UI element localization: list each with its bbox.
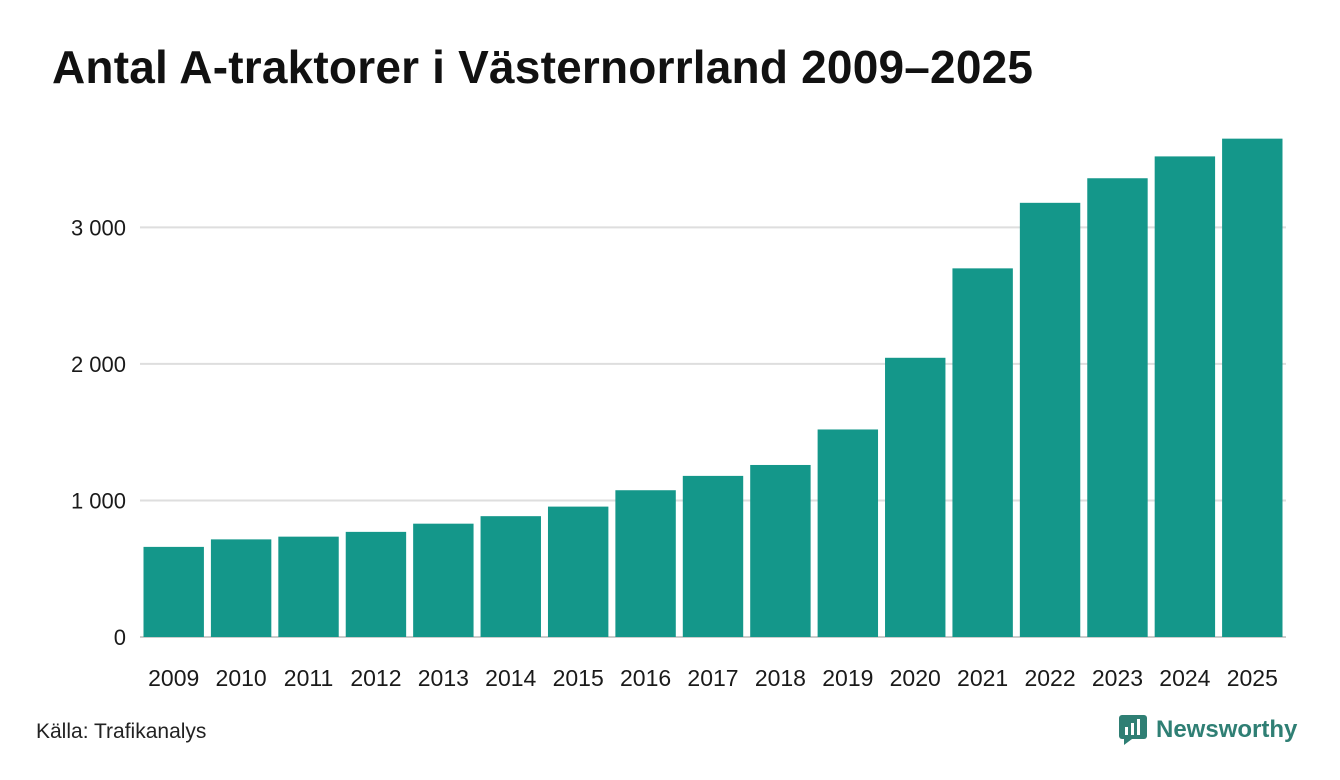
bar-2017 — [682, 475, 744, 637]
bar-2016 — [615, 490, 676, 637]
bar-2022 — [1019, 202, 1081, 637]
bar-2011 — [278, 536, 339, 637]
bar-2013 — [413, 523, 474, 637]
brand-name: Newsworthy — [1156, 716, 1298, 743]
bar-2018 — [750, 464, 811, 637]
x-tick-label: 2025 — [1227, 665, 1278, 691]
bar-2010 — [210, 539, 272, 637]
bar-2012 — [345, 531, 407, 637]
bar-2020 — [885, 357, 946, 637]
y-tick-label: 1 000 — [71, 488, 126, 513]
x-tick-label: 2014 — [485, 665, 536, 691]
source-note: Källa: Trafikanalys — [36, 720, 207, 743]
bar-2021 — [952, 268, 1013, 637]
chart-title: Antal A-traktorer i Västernorrland 2009–… — [52, 41, 1034, 93]
bar-2019 — [817, 429, 879, 637]
y-axis-ticks: 0 1 000 2 000 3 000 — [71, 215, 126, 650]
x-tick-label: 2021 — [957, 665, 1008, 691]
x-tick-label: 2020 — [890, 665, 941, 691]
bar-2015 — [547, 506, 609, 637]
x-tick-label: 2019 — [822, 665, 873, 691]
x-tick-label: 2013 — [418, 665, 469, 691]
y-tick-label: 0 — [114, 625, 126, 650]
x-tick-label: 2010 — [216, 665, 267, 691]
bar-2009 — [143, 546, 204, 637]
bar-2024 — [1154, 156, 1216, 638]
newsworthy-logo: Newsworthy — [1118, 714, 1297, 746]
x-tick-label: 2012 — [350, 665, 401, 691]
x-tick-label: 2017 — [687, 665, 738, 691]
x-tick-label: 2022 — [1024, 665, 1075, 691]
bar-2014 — [480, 516, 541, 637]
x-tick-label: 2024 — [1159, 665, 1210, 691]
y-tick-label: 2 000 — [71, 352, 126, 377]
y-tick-label: 3 000 — [71, 215, 126, 240]
bar-2025 — [1222, 138, 1283, 638]
x-tick-label: 2016 — [620, 665, 671, 691]
bar-2023 — [1087, 178, 1148, 638]
x-axis-ticks: 2009 2010 2011 2012 2013 2014 2015 2016 2017 2018… — [148, 665, 1278, 691]
bars — [143, 138, 1283, 638]
x-tick-label: 2018 — [755, 665, 806, 691]
x-tick-label: 2015 — [553, 665, 604, 691]
x-tick-label: 2023 — [1092, 665, 1143, 691]
x-tick-label: 2009 — [148, 665, 199, 691]
x-tick-label: 2011 — [284, 665, 333, 691]
newsworthy-logo-icon — [1119, 715, 1147, 745]
